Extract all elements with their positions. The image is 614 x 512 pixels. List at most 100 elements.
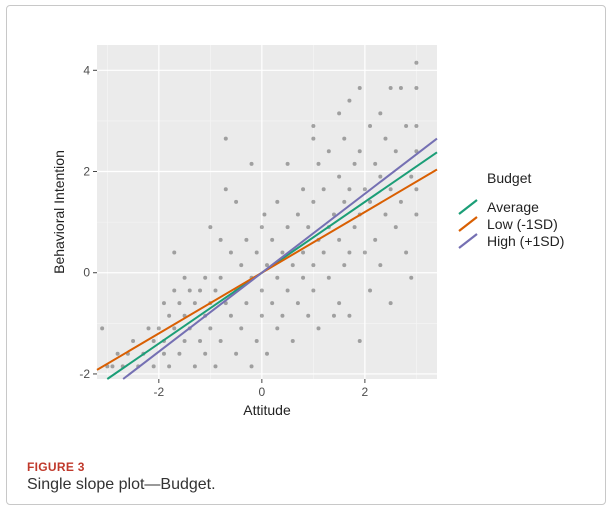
data-point xyxy=(383,136,388,141)
data-point xyxy=(249,161,254,166)
data-point xyxy=(316,326,321,331)
data-point xyxy=(311,123,316,128)
data-point xyxy=(270,301,275,306)
data-point xyxy=(414,187,419,192)
data-point xyxy=(373,161,378,166)
data-point xyxy=(239,326,244,331)
data-point xyxy=(414,86,419,91)
x-tick-label: -2 xyxy=(153,385,164,399)
data-point xyxy=(383,212,388,217)
data-point xyxy=(295,212,300,217)
data-points xyxy=(100,60,419,369)
data-point xyxy=(151,364,156,369)
figure-label: FIGURE 3 xyxy=(27,460,85,474)
data-point xyxy=(306,313,311,318)
data-point xyxy=(275,326,280,331)
data-point xyxy=(182,275,187,280)
data-point xyxy=(259,288,264,293)
data-point xyxy=(182,339,187,344)
data-point xyxy=(326,149,331,154)
data-point xyxy=(321,187,326,192)
figure-caption: Single slope plot—Budget. xyxy=(27,476,216,493)
axes: -2 0 2 -2 0 2 4 xyxy=(79,63,368,399)
data-point xyxy=(234,199,239,204)
data-point xyxy=(218,237,223,242)
data-point xyxy=(280,250,285,255)
data-point xyxy=(156,326,161,331)
data-point xyxy=(398,86,403,91)
data-point xyxy=(203,275,208,280)
x-tick-label: 0 xyxy=(259,385,266,399)
data-point xyxy=(213,364,218,369)
data-point xyxy=(254,339,259,344)
legend-entry: Average xyxy=(487,199,539,215)
data-point xyxy=(177,301,182,306)
data-point xyxy=(223,136,228,141)
data-point xyxy=(192,301,197,306)
data-point xyxy=(409,174,414,179)
data-point xyxy=(368,123,373,128)
data-point xyxy=(285,288,290,293)
data-point xyxy=(167,364,172,369)
y-tick-label: 0 xyxy=(83,266,90,280)
data-point xyxy=(301,275,306,280)
data-point xyxy=(192,364,197,369)
data-point xyxy=(342,136,347,141)
data-point xyxy=(301,187,306,192)
data-point xyxy=(131,339,136,344)
data-point xyxy=(352,225,357,230)
data-point xyxy=(337,111,342,116)
data-point xyxy=(362,187,367,192)
data-point xyxy=(414,60,419,65)
data-point xyxy=(172,326,177,331)
data-point xyxy=(311,263,316,268)
data-point xyxy=(208,326,213,331)
data-point xyxy=(270,237,275,242)
data-point xyxy=(311,136,316,141)
y-axis-label: Behavioral Intention xyxy=(51,150,67,274)
data-point xyxy=(393,225,398,230)
data-point xyxy=(223,187,228,192)
data-point xyxy=(388,301,393,306)
data-point xyxy=(409,275,414,280)
data-point xyxy=(311,199,316,204)
data-point xyxy=(398,199,403,204)
data-point xyxy=(347,313,352,318)
data-point xyxy=(259,313,264,318)
data-point xyxy=(326,275,331,280)
data-point xyxy=(321,250,326,255)
data-point xyxy=(228,250,233,255)
data-point xyxy=(331,313,336,318)
legend-key xyxy=(458,233,478,249)
data-point xyxy=(306,225,311,230)
data-point xyxy=(357,149,362,154)
data-point xyxy=(316,161,321,166)
slope-line-high-1sd xyxy=(122,137,438,380)
data-point xyxy=(239,263,244,268)
slope-lines xyxy=(96,137,438,380)
data-point xyxy=(301,250,306,255)
data-point xyxy=(414,123,419,128)
data-point xyxy=(275,199,280,204)
data-point xyxy=(172,288,177,293)
data-point xyxy=(342,263,347,268)
x-axis-label: Attitude xyxy=(243,402,291,418)
data-point xyxy=(161,351,166,356)
data-point xyxy=(228,313,233,318)
data-point xyxy=(378,263,383,268)
data-point xyxy=(295,301,300,306)
y-tick-label: 4 xyxy=(83,63,90,77)
data-point xyxy=(167,313,172,318)
data-point xyxy=(198,288,203,293)
data-point xyxy=(275,275,280,280)
data-point xyxy=(347,98,352,103)
data-point xyxy=(115,351,120,356)
data-point xyxy=(265,351,269,356)
data-point xyxy=(347,187,352,192)
data-point xyxy=(357,339,362,344)
legend-key xyxy=(458,216,478,232)
data-point xyxy=(244,237,249,242)
data-point xyxy=(290,263,295,268)
y-tick-label: -2 xyxy=(79,367,90,381)
